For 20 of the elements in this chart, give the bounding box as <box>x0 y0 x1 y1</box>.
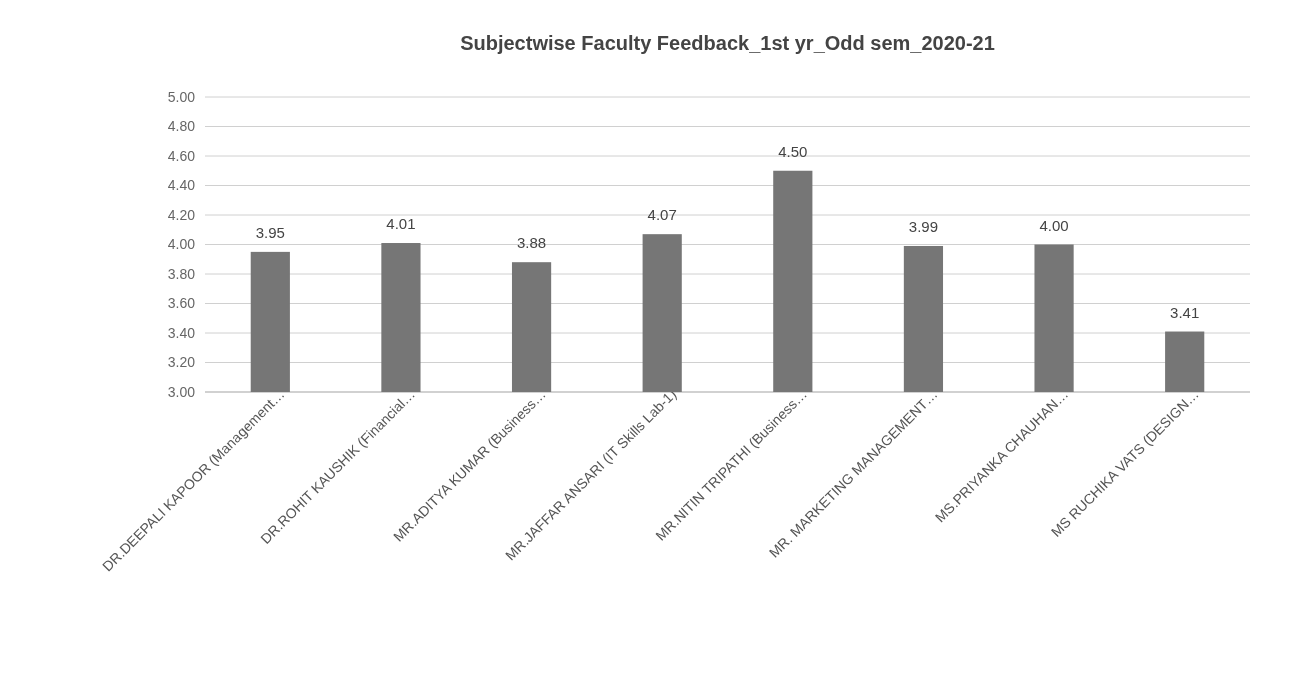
y-tick-label: 3.60 <box>167 295 196 312</box>
data-label: 4.07 <box>647 206 677 224</box>
data-label: 3.99 <box>908 217 939 235</box>
data-label: 3.41 <box>1170 303 1200 321</box>
chart-title: Subjectwise Faculty Feedback_1st yr_Odd sem_2020-21 <box>460 32 995 54</box>
y-tick-label: 4.20 <box>167 206 196 223</box>
y-tick-label: 4.00 <box>167 236 196 253</box>
data-label: 3.88 <box>516 234 547 252</box>
data-label: 4.00 <box>1039 216 1069 234</box>
y-tick-label: 4.60 <box>167 147 196 164</box>
y-tick-label: 3.40 <box>167 324 196 341</box>
data-label: 4.50 <box>778 142 808 160</box>
y-tick-label: 4.80 <box>167 118 196 135</box>
data-label: 4.01 <box>386 215 416 233</box>
y-tick-label: 3.80 <box>167 265 196 282</box>
data-label: 3.95 <box>255 223 285 241</box>
y-tick-label: 3.00 <box>167 383 196 400</box>
y-tick-label: 5.00 <box>167 88 196 105</box>
y-tick-label: 4.40 <box>167 177 196 194</box>
y-tick-label: 3.20 <box>167 354 196 371</box>
